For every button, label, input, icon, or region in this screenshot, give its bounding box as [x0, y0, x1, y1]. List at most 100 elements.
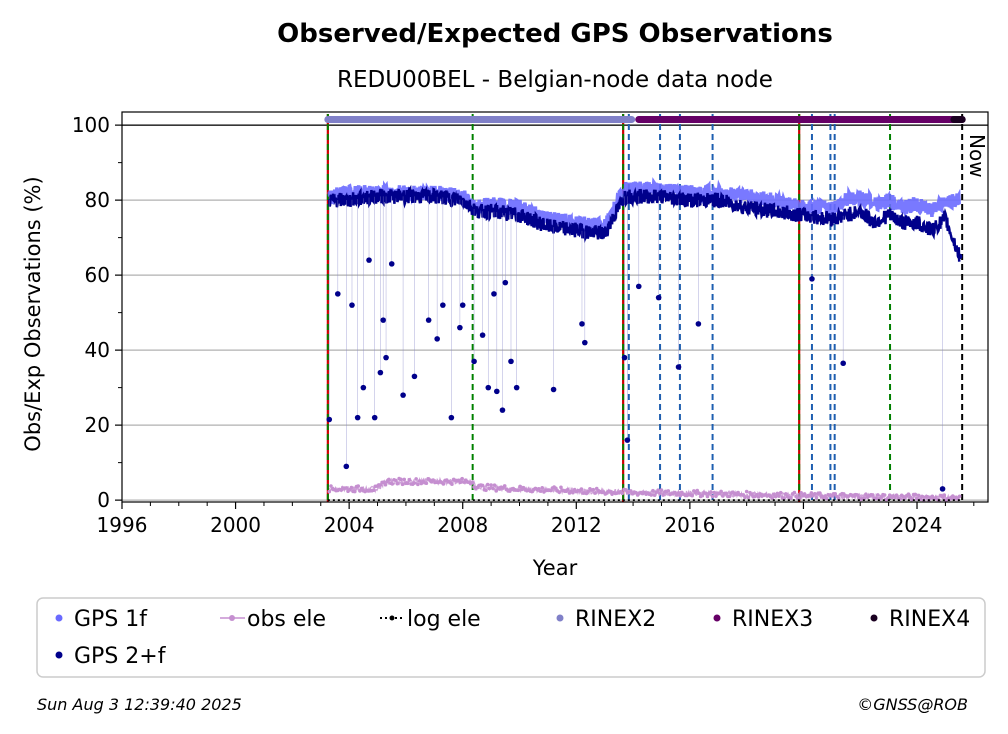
x-tick-label-2004: 2004: [324, 513, 375, 537]
x-tick-label-2024: 2024: [892, 513, 943, 537]
legend-rinex4: RINEX4: [870, 607, 970, 632]
obs-ele-point: [416, 482, 420, 487]
obs-ele-point: [906, 492, 911, 496]
gps-2f-outlier-point: [582, 339, 588, 346]
obs-ele-point: [930, 494, 935, 499]
obs-ele-point: [710, 494, 715, 499]
obs-ele-point: [400, 482, 405, 487]
gps-2f-outlier-point: [425, 317, 432, 323]
obs-ele-point: [770, 496, 775, 500]
obs-ele-point: [676, 491, 681, 495]
y-tick-label-60: 60: [85, 263, 110, 287]
gps-2f-outlier-point: [371, 414, 378, 421]
gps-2f-outlier-point: [434, 336, 440, 342]
obs-ele-point: [450, 482, 454, 487]
obs-ele-point: [916, 493, 921, 498]
obs-ele-point: [703, 491, 708, 495]
obs-ele-point: [623, 487, 628, 492]
chart-title: Observed/Expected GPS Observations: [277, 19, 833, 49]
gps-2f-outlier-point: [479, 332, 486, 338]
legend-gps-2-f-marker: [55, 651, 63, 659]
obs-ele-point: [814, 496, 819, 500]
x-tick-label-2012: 2012: [551, 513, 602, 537]
obs-ele-point: [724, 491, 729, 496]
obs-ele-point: [485, 482, 490, 487]
obs-ele-point: [492, 483, 497, 487]
obs-ele-point: [784, 492, 788, 496]
gps-2f-outlier-point: [349, 302, 355, 308]
legend-obs-ele-label: obs ele: [247, 607, 326, 632]
gps-2f-outlier-point: [502, 279, 509, 286]
obs-ele-point: [518, 484, 522, 489]
gps-2f-outlier-point: [550, 386, 557, 393]
obs-ele-point: [557, 490, 562, 495]
legend-obs-ele: obs ele: [220, 607, 326, 632]
obs-ele-point: [743, 495, 747, 500]
x-tick-label-1996: 1996: [97, 513, 148, 537]
legend-rinex4-marker: [870, 614, 878, 622]
obs-ele-point: [378, 483, 383, 487]
obs-ele-point: [554, 486, 558, 491]
obs-ele-point: [782, 496, 786, 500]
obs-ele-point: [565, 487, 570, 492]
legend-rinex3-marker: [713, 614, 721, 622]
gps-2f-outlier-point: [377, 369, 384, 376]
obs-ele-point: [756, 495, 761, 499]
obs-ele-point: [712, 490, 717, 495]
obs-ele-point: [870, 493, 875, 497]
obs-ele-point: [690, 493, 694, 498]
obs-ele-point: [833, 491, 838, 496]
legend-log-ele-label: log ele: [407, 607, 481, 632]
obs-ele-point: [399, 477, 403, 482]
gps-2f-outlier-point: [508, 358, 514, 365]
gps-2f-outlier-point: [655, 294, 662, 301]
obs-ele-point: [656, 488, 660, 492]
obs-ele-point: [538, 489, 543, 493]
gps-2f-outlier-point: [459, 302, 466, 308]
obs-ele-point: [719, 489, 723, 494]
series-layer: [326, 177, 963, 503]
legend-log-ele: log ele: [380, 607, 481, 632]
obs-ele-point: [824, 496, 829, 501]
obs-ele-point: [559, 485, 563, 490]
y-tick-label-20: 20: [85, 413, 110, 437]
obs-ele-point: [395, 481, 400, 486]
obs-ele-point: [659, 488, 664, 492]
obs-ele-point: [502, 484, 507, 488]
legend-gps-1f-marker: [55, 614, 63, 622]
gps-2f-outlier-point: [440, 302, 446, 308]
obs-ele-point: [778, 490, 783, 495]
legend-log-ele-marker: [389, 615, 395, 621]
obs-ele-point: [390, 482, 395, 486]
obs-ele-point: [491, 486, 495, 491]
legend-rinex2-marker: [556, 614, 564, 622]
gps-2f-outlier-point: [621, 354, 628, 361]
obs-ele-point: [813, 491, 817, 496]
footer-timestamp: Sun Aug 3 12:39:40 2025: [37, 695, 242, 714]
gps-2f-outlier-point: [624, 437, 631, 443]
obs-ele-point: [329, 484, 333, 488]
obs-ele-point: [695, 488, 700, 493]
obs-ele-point: [913, 492, 918, 497]
obs-ele-point: [344, 486, 349, 490]
gps-2f-outlier-point: [383, 354, 389, 361]
legend-rinex2-label: RINEX2: [575, 607, 656, 632]
obs-ele-point: [484, 488, 488, 493]
obs-ele-point: [744, 489, 749, 494]
obs-ele-point: [886, 496, 890, 500]
obs-ele-point: [925, 494, 930, 499]
obs-ele-point: [327, 489, 332, 494]
gps-2f-outlier-point: [809, 276, 815, 282]
obs-ele-point: [608, 489, 613, 494]
obs-ele-point: [591, 487, 596, 492]
obs-ele-point: [349, 485, 354, 490]
obs-ele-point: [792, 490, 797, 495]
obs-ele-point: [458, 480, 463, 485]
legend-rinex3: RINEX3: [713, 607, 813, 632]
gps-2f-outlier-point: [326, 416, 333, 423]
obs-ele-point: [487, 486, 492, 491]
y-tick-label-80: 80: [85, 188, 110, 212]
obs-ele-point: [661, 493, 665, 497]
obs-ele-point: [809, 491, 814, 495]
